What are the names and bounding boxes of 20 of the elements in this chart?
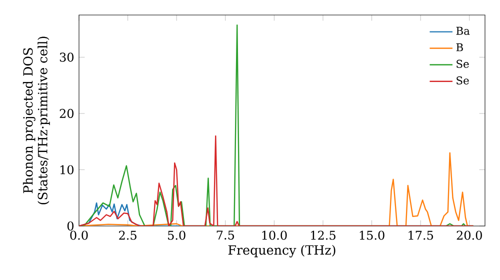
line-series [79,135,474,226]
legend-label: B [456,43,463,52]
y-tick-label: 30 [60,52,74,62]
y-axis-title: Phonon projected DOS (States/THz·primitive cell) [22,36,50,204]
y-tick-label: 10 [60,165,74,174]
x-tick-label: 0.0 [70,230,88,240]
x-tick-label: 7.5 [216,230,234,240]
legend-label: Se [456,76,469,84]
x-tick-label: 17.5 [408,230,434,240]
legend-label: Se [456,60,469,68]
y-tick-label: 20 [60,108,74,118]
x-tick-label: 5.0 [168,230,186,240]
x-axis-title: Frequency (THz) [228,244,336,258]
x-tick-label: 20.0 [456,230,482,240]
legend-label: Ba [456,26,470,35]
x-tick-label: 10.0 [262,230,287,240]
x-tick-label: 12.5 [311,230,336,240]
y-tick-label: 0 [67,221,74,231]
x-tick-label: 2.5 [119,230,136,240]
x-tick-label: 15.0 [360,230,384,240]
